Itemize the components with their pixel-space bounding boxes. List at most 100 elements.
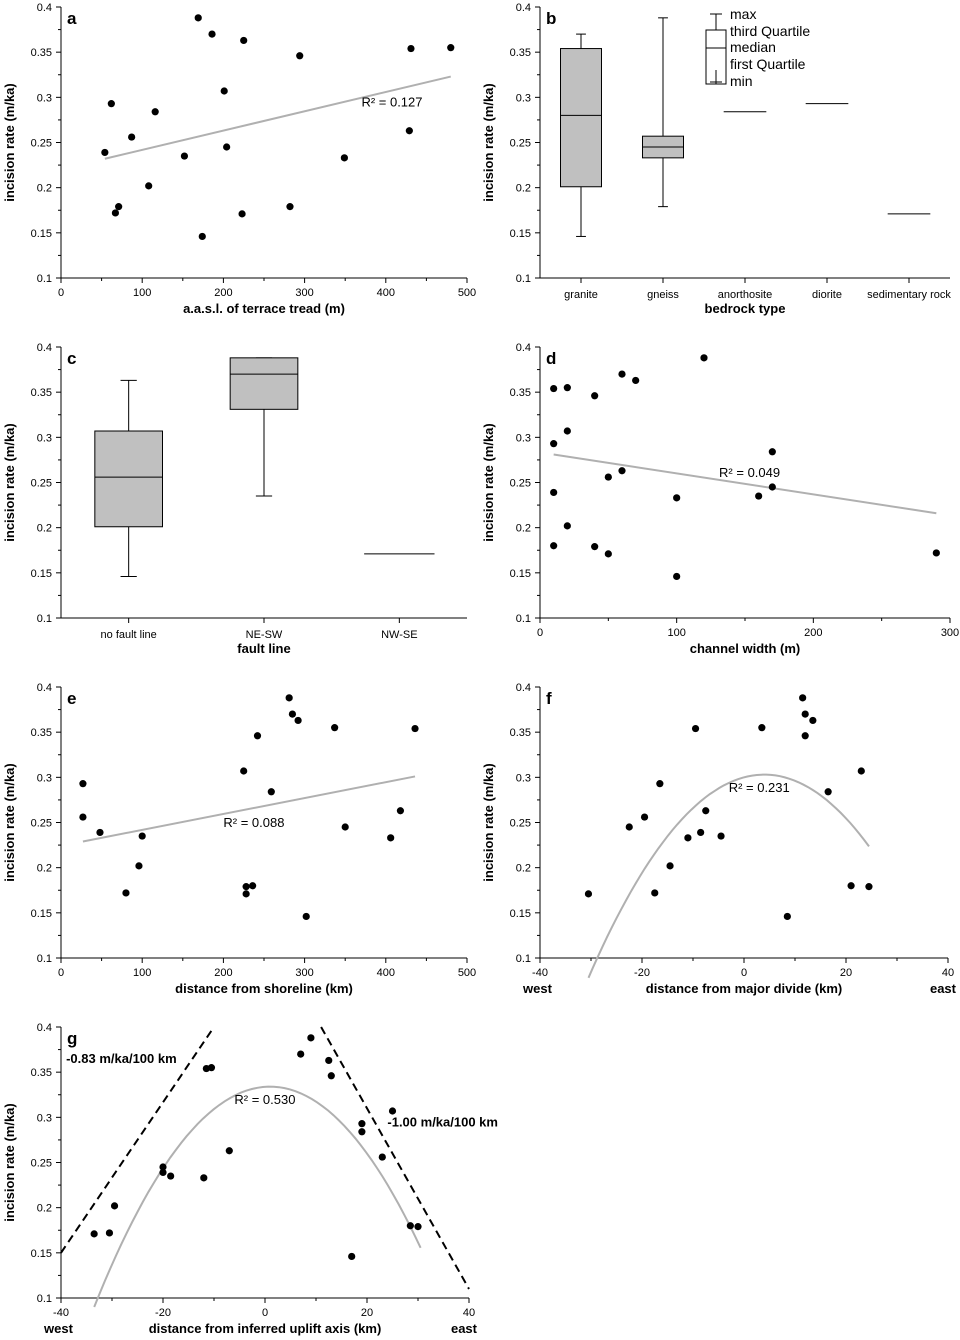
x-axis-label: distance from shoreline (km) [175,981,353,996]
data-point [563,427,571,435]
x-axis-label: bedrock type [705,301,786,316]
x-tick-label: 300 [295,967,313,979]
legend-entry: first Quartile [730,56,806,72]
data-point [824,788,832,796]
y-tick-label: 0.3 [37,92,52,104]
x-tick-label: 0 [262,1307,268,1319]
x-tick-label: 500 [458,287,476,299]
y-tick-label: 0.15 [510,908,531,920]
data-point [378,1153,386,1161]
data-point [604,473,612,481]
y-tick-label: 0.1 [37,953,52,965]
panel-label: f [546,689,552,708]
x-tick-label: 40 [463,1307,475,1319]
data-point [801,732,809,740]
data-point [159,1163,167,1171]
data-point [208,30,216,38]
data-point [107,100,115,108]
data-point [225,1147,233,1155]
data-point [640,813,649,821]
y-axis-label: incision rate (m/ka) [481,763,496,881]
x-axis-label: channel width (m) [690,641,801,656]
data-point [111,209,120,217]
legend-entry: max [730,6,756,22]
data-point [296,52,304,60]
r-squared-label: R² = 0.231 [729,780,790,795]
y-tick-label: 0.25 [510,138,531,150]
legend-entry: min [730,73,753,89]
y-tick-label: 0.35 [510,47,531,59]
y-tick-label: 0.15 [31,228,52,240]
y-tick-label: 0.4 [37,2,52,14]
x-category-label: NE-SW [246,629,283,641]
data-point [327,1072,335,1080]
box [560,48,602,188]
west-label: west [522,981,553,996]
y-tick-label: 0.3 [37,1112,52,1124]
y-tick-label: 0.35 [31,47,52,59]
y-tick-label: 0.25 [31,138,52,150]
y-axis-label: incision rate (m/ka) [2,1103,17,1221]
x-tick-label: 20 [840,967,852,979]
data-point [632,376,640,385]
data-point [447,44,455,52]
box [229,357,299,410]
r-squared-label: R² = 0.049 [719,465,780,480]
x-axis-label: distance from inferred uplift axis (km) [149,1321,382,1336]
trend-curve [93,1085,422,1308]
box [94,430,163,528]
panel-label: g [67,1029,77,1048]
data-point [253,732,262,740]
data-point [625,823,633,831]
data-point [348,1252,356,1261]
y-tick-label: 0.3 [37,772,52,784]
panel-c: 0.1 0.15 0.2 0.25 0.3 0.35 0.4 no fault line NE-… [2,342,467,656]
data-point [294,716,302,725]
data-point [550,384,558,393]
data-point [396,807,405,815]
y-tick-label: 0.15 [31,1248,52,1260]
x-tick-label: 100 [133,287,151,299]
data-point [411,724,419,733]
x-tick-label: -40 [53,1307,69,1319]
data-point [702,807,710,815]
data-point [167,1172,175,1180]
x-category-label: sedimentary rock [867,289,951,301]
y-tick-label: 0.4 [37,682,52,694]
envelope-dashed-line [60,1026,215,1254]
y-tick-label: 0.1 [37,273,52,285]
x-tick-label: 400 [377,967,395,979]
panel-f: 0.1 0.15 0.2 0.25 0.3 0.35 0.4 -40 -20 0 20 40 dista… [481,682,957,996]
data-point [249,882,257,890]
panel-b: 0.1 0.15 0.2 0.25 0.3 0.35 0.4 granite gneiss ano… [481,2,951,316]
data-point [358,1128,366,1136]
y-tick-label: 0.2 [37,523,52,535]
data-point [159,1168,167,1177]
data-point [847,882,855,890]
y-tick-label: 0.2 [37,183,52,195]
y-tick-label: 0.35 [510,727,531,739]
data-point [223,143,231,151]
panel-label: c [67,349,76,368]
y-tick-label: 0.3 [516,432,531,444]
x-tick-label: 300 [941,627,959,639]
data-point [387,834,395,842]
data-point [405,127,413,135]
east-label: east [930,981,957,996]
panel-g: 0.1 0.15 0.2 0.25 0.3 0.35 0.4 -40 -20 0 20 40 dista… [2,1022,498,1336]
data-point [325,1056,333,1065]
data-point [90,1230,98,1238]
x-axis-label: a.a.s.l. of terrace tread (m) [183,301,345,316]
data-point [684,834,692,842]
data-point [550,542,558,550]
data-point [550,440,558,448]
data-point [207,1064,216,1072]
y-tick-label: 0.3 [37,432,52,444]
data-point [101,148,109,157]
panel-d: 0.1 0.15 0.2 0.25 0.3 0.35 0.4 0 100 200 300 channe… [481,342,959,656]
data-point [267,788,275,796]
trend-curve [587,773,870,979]
y-tick-label: 0.35 [510,387,531,399]
data-point [799,694,807,702]
r-squared-label: R² = 0.088 [223,815,284,830]
